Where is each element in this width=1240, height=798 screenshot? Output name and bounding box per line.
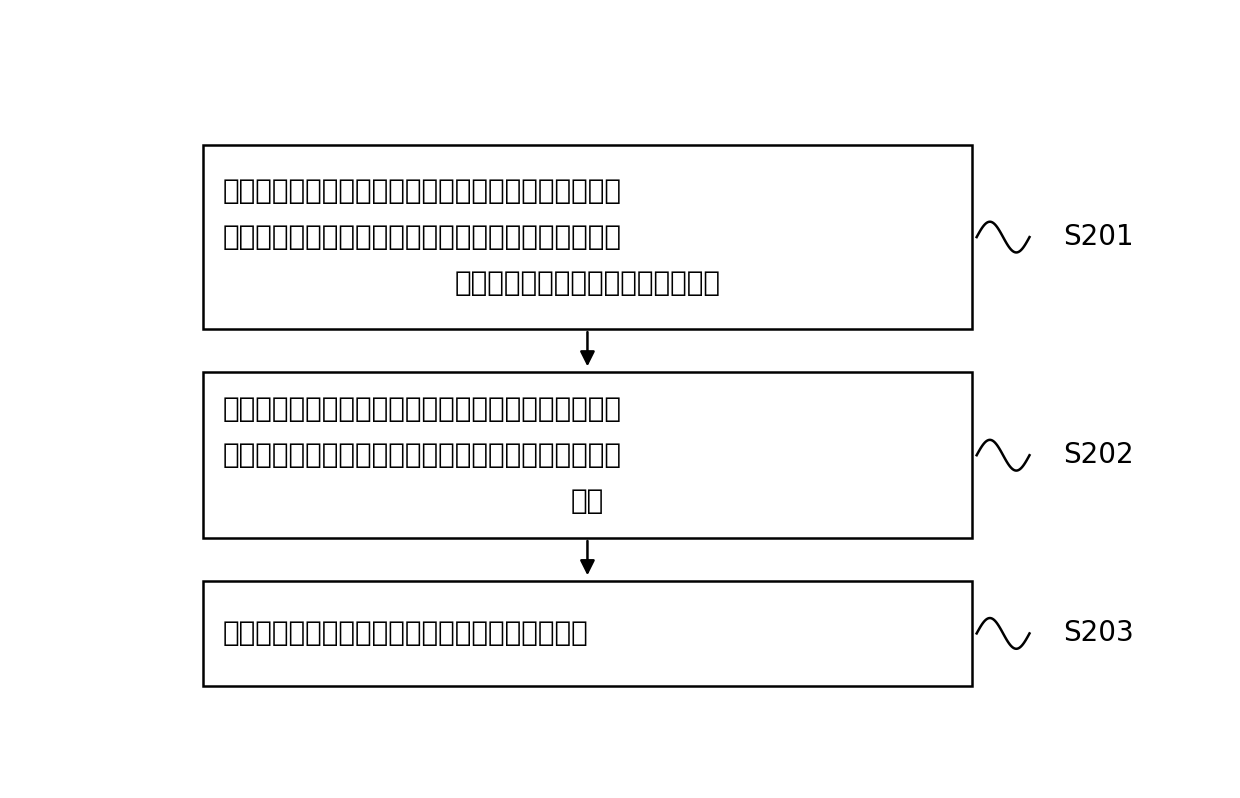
Text: 根据所述第二测距数据，确定所述地面的地形参数: 根据所述第二测距数据，确定所述地面的地形参数 [222,619,588,647]
Text: 对所述第一测距数据进行聚类处理，从所述第一测距数: 对所述第一测距数据进行聚类处理，从所述第一测距数 [222,395,621,423]
Text: 旋转角度处于预设角度区间内获得的: 旋转角度处于预设角度区间内获得的 [454,269,720,297]
Bar [203,581,972,685]
Text: 数据: 数据 [570,488,604,516]
Text: 距数据，其中，所述第一测距数据为所述连续波雷达的: 距数据，其中，所述第一测距数据为所述连续波雷达的 [222,223,621,251]
Text: S202: S202 [1063,441,1133,469]
Bar [203,145,972,330]
Text: S203: S203 [1063,619,1133,647]
Text: 获取连续波雷达在旋转过程中对地面测距获得的第一测: 获取连续波雷达在旋转过程中对地面测距获得的第一测 [222,177,621,205]
Text: S201: S201 [1063,223,1133,251]
Text: 据中剔除聚类密度低于预设密度的数据，获得第二测距: 据中剔除聚类密度低于预设密度的数据，获得第二测距 [222,441,621,469]
Bar [203,372,972,538]
